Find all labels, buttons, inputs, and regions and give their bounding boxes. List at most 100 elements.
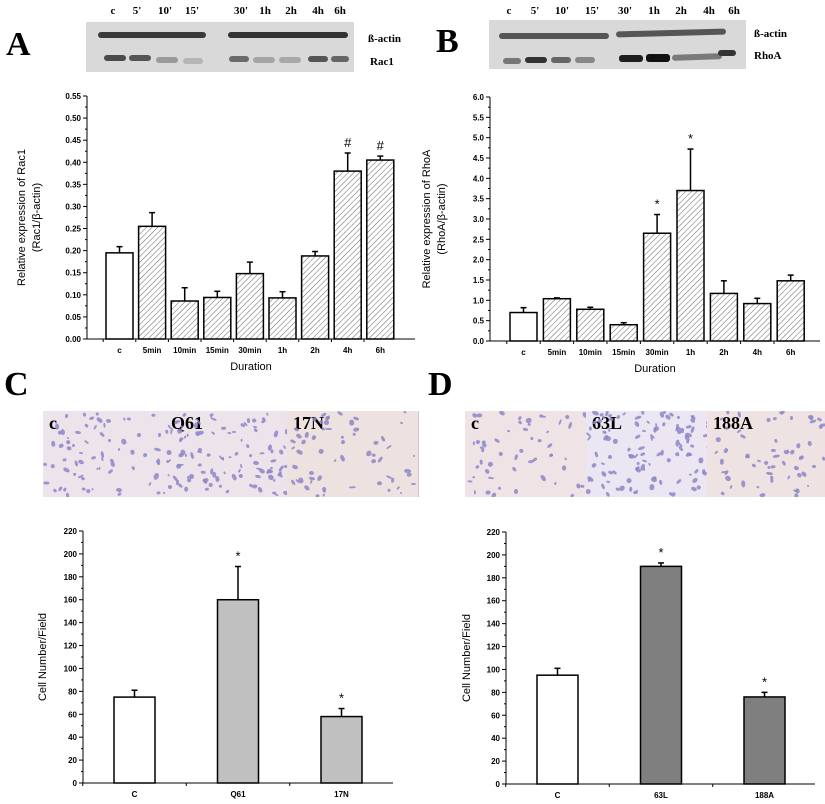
lane-label: 5' (132, 5, 142, 17)
y-axis-subtitle: (RhoA/β-actin) (436, 183, 448, 254)
panel-letter-b: B (436, 23, 459, 60)
significance-marker: * (655, 197, 660, 212)
x-category-label: 17N (334, 790, 349, 799)
significance-marker: * (658, 545, 663, 560)
x-category-label: 15min (206, 346, 229, 355)
bar (509, 311, 538, 342)
bar (216, 598, 260, 784)
lane-label: 15' (184, 5, 200, 17)
blot-row-label: ß-actin (754, 28, 787, 40)
y-tick-label: 0 (73, 779, 78, 788)
bar (676, 189, 705, 342)
blot-row-label: Rac1 (370, 56, 394, 68)
y-tick-label: 0.50 (65, 114, 81, 123)
bar (536, 674, 579, 785)
x-category-label: 10min (173, 346, 196, 355)
micrograph-d-control: c (465, 411, 597, 497)
y-tick-label: 0.45 (65, 136, 81, 145)
bar (268, 297, 297, 340)
significance-marker: # (377, 138, 385, 153)
lane-label: 6h (334, 5, 346, 17)
bar (609, 323, 638, 342)
x-category-label: 6h (376, 346, 385, 355)
x-category-label: C (555, 791, 561, 800)
lane-label: 4h (312, 5, 324, 17)
y-tick-label: 140 (64, 619, 78, 628)
y-tick-label: 180 (64, 573, 78, 582)
bar (170, 300, 199, 340)
x-category-label: 6h (786, 348, 795, 357)
y-tick-label: 0.00 (65, 335, 81, 344)
y-tick-label: 3.0 (473, 215, 485, 224)
y-tick-label: 120 (64, 642, 78, 651)
x-category-label: 1h (278, 346, 287, 355)
y-tick-label: 0.5 (473, 317, 485, 326)
y-tick-label: 0.05 (65, 313, 81, 322)
panel-letter-a: A (6, 26, 31, 63)
x-category-label: Q61 (230, 790, 246, 799)
significance-marker: * (688, 131, 693, 146)
y-tick-label: 60 (491, 711, 500, 720)
bar (320, 715, 363, 784)
lane-label: 2h (675, 5, 687, 17)
y-tick-label: 6.0 (473, 93, 485, 102)
y-tick-label: 180 (487, 574, 501, 583)
bar (333, 170, 362, 340)
lane-label: c (110, 5, 116, 17)
y-tick-label: 200 (487, 551, 501, 560)
y-axis-title: Cell Number/Field (461, 614, 473, 702)
significance-marker: # (344, 135, 352, 150)
bar (235, 272, 265, 340)
panel-letter-c: C (4, 366, 29, 403)
y-tick-label: 20 (68, 756, 77, 765)
lane-label: 5' (530, 5, 540, 17)
bar-chart-cell-number-rac1: 0 20 40 60 80 100 120 140 160 180 200 220 C * Q61 * 17N C… (37, 527, 393, 799)
y-tick-label: 0.30 (65, 202, 81, 211)
significance-marker: * (339, 691, 344, 706)
y-tick-label: 0.40 (65, 158, 81, 167)
bar (300, 255, 330, 340)
bar (137, 225, 167, 340)
significance-marker: * (235, 549, 240, 564)
y-tick-label: 220 (64, 527, 78, 536)
x-axis-title: Duration (634, 363, 676, 375)
bar (576, 308, 605, 342)
y-tick-label: 0.10 (65, 291, 81, 300)
y-tick-label: 2.0 (473, 256, 485, 265)
significance-marker: * (762, 674, 767, 689)
lane-label: 30' (233, 5, 249, 17)
x-category-label: 15min (612, 348, 635, 357)
bar-chart-cell-number-rhoa: 0 20 40 60 80 100 120 140 160 180 200 220 C * 63L * 188A… (461, 528, 815, 800)
lane-label: 30' (617, 5, 633, 17)
bar (743, 302, 772, 342)
y-tick-label: 0 (496, 780, 501, 789)
blot-image-b (489, 20, 746, 69)
y-tick-label: 0.55 (65, 92, 81, 101)
lane-label: 1h (648, 5, 660, 17)
bar (642, 232, 672, 342)
x-category-label: 4h (753, 348, 762, 357)
x-category-label: 30min (646, 348, 669, 357)
y-axis-subtitle: (Rac1/β-actin) (31, 183, 43, 252)
y-tick-label: 200 (64, 550, 78, 559)
y-tick-label: 20 (491, 757, 500, 766)
y-tick-label: 2.5 (473, 235, 485, 244)
x-category-label: C (132, 790, 138, 799)
blot-image-a (86, 22, 354, 72)
x-category-label: 10min (579, 348, 602, 357)
y-tick-label: 120 (487, 643, 501, 652)
y-tick-label: 60 (68, 710, 77, 719)
y-tick-label: 0.0 (473, 337, 485, 346)
lane-label: c (506, 5, 512, 17)
y-axis-title: Relative expression of RhoA (421, 149, 433, 288)
y-tick-label: 100 (487, 665, 501, 674)
y-axis-title: Relative expression of Rac1 (16, 149, 28, 286)
y-tick-label: 1.0 (473, 296, 485, 305)
x-category-label: 2h (719, 348, 728, 357)
bar-chart-rhoa: 0.0 0.5 1.0 1.5 2.0 2.5 3.0 3.5 4.0 4.5 5.0 5.5 6.0 c… (421, 93, 820, 375)
x-category-label: 5min (143, 346, 162, 355)
bar (203, 296, 232, 340)
y-tick-label: 160 (64, 596, 78, 605)
lane-label: 15' (584, 5, 600, 17)
